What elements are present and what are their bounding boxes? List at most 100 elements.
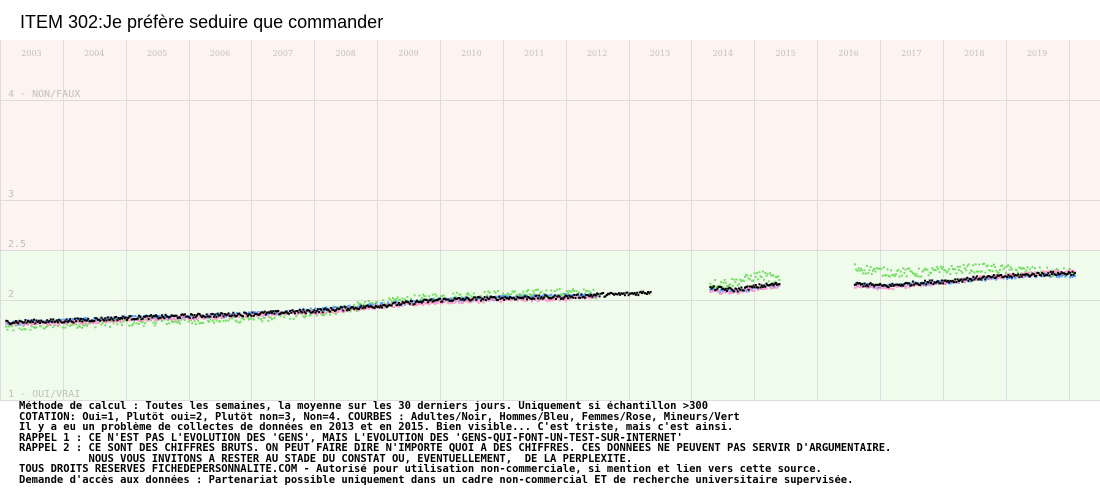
data-point	[161, 317, 163, 320]
data-point	[1029, 268, 1032, 271]
data-point	[870, 283, 873, 286]
data-point	[1008, 276, 1011, 279]
data-point	[128, 324, 131, 327]
data-point	[267, 319, 270, 322]
data-point	[239, 320, 242, 323]
data-point	[855, 286, 858, 289]
data-point	[728, 286, 731, 289]
data-point	[984, 279, 987, 282]
data-point	[747, 290, 750, 293]
data-point	[497, 290, 499, 292]
data-point	[552, 299, 555, 302]
data-point	[83, 319, 86, 322]
data-point	[1056, 274, 1059, 277]
data-point	[538, 296, 541, 299]
data-point	[631, 292, 634, 295]
data-point	[760, 285, 763, 288]
data-point	[492, 299, 495, 302]
data-point	[740, 286, 743, 289]
data-point	[972, 279, 975, 282]
data-point	[391, 297, 394, 299]
data-point	[92, 319, 95, 322]
data-point	[922, 282, 925, 285]
data-point	[254, 311, 257, 314]
data-point	[460, 299, 463, 302]
data-point	[298, 308, 301, 311]
data-point	[316, 312, 319, 315]
data-point	[283, 311, 286, 314]
data-point	[388, 303, 391, 306]
data-point	[1060, 275, 1063, 278]
data-point	[979, 275, 982, 278]
data-point	[263, 310, 266, 313]
data-point	[718, 286, 721, 289]
data-point	[446, 298, 449, 301]
data-point	[858, 282, 861, 285]
data-point	[641, 292, 643, 295]
data-point	[1012, 272, 1015, 275]
data-point	[255, 312, 258, 314]
data-point	[730, 290, 733, 293]
data-point	[876, 288, 879, 291]
data-point	[903, 283, 906, 285]
data-point	[710, 287, 713, 290]
data-point	[220, 316, 223, 319]
data-point	[95, 317, 98, 320]
data-point	[873, 286, 876, 289]
data-point	[125, 318, 128, 321]
data-point	[539, 297, 542, 300]
data-point	[315, 312, 318, 315]
data-point	[78, 319, 81, 322]
data-point	[250, 311, 253, 314]
data-point	[113, 319, 116, 322]
data-point	[772, 287, 775, 290]
data-point	[765, 282, 768, 285]
data-point	[146, 320, 149, 323]
data-point	[367, 303, 370, 306]
data-point	[867, 286, 870, 289]
data-point	[865, 284, 868, 286]
data-point	[569, 296, 572, 299]
data-point	[365, 307, 368, 310]
data-point	[874, 270, 877, 273]
data-point	[301, 309, 304, 312]
data-point	[772, 284, 775, 287]
data-point	[911, 272, 914, 275]
data-point	[293, 312, 296, 315]
data-point	[289, 317, 292, 320]
data-point	[420, 299, 423, 302]
data-point	[262, 311, 265, 314]
data-point	[1054, 271, 1057, 274]
data-point	[16, 323, 19, 326]
data-point	[488, 295, 491, 298]
data-point	[1042, 275, 1045, 278]
data-point	[309, 313, 312, 316]
data-point	[564, 296, 567, 299]
data-point	[593, 294, 596, 297]
data-point	[321, 313, 324, 316]
data-point	[746, 274, 749, 277]
data-point	[493, 296, 496, 298]
data-point	[309, 309, 312, 312]
data-point	[561, 297, 564, 300]
data-point	[899, 283, 902, 286]
data-point	[735, 290, 738, 293]
data-point	[324, 312, 327, 314]
data-point	[472, 296, 475, 299]
data-point	[442, 294, 445, 297]
data-point	[455, 297, 458, 300]
data-point	[442, 297, 445, 300]
data-point	[173, 317, 176, 320]
data-point	[116, 319, 119, 322]
data-point	[487, 299, 490, 302]
data-point	[493, 290, 496, 293]
data-point	[359, 306, 362, 309]
data-point	[302, 315, 305, 318]
data-point	[1048, 274, 1051, 277]
data-point	[857, 284, 860, 287]
data-point	[436, 299, 439, 302]
data-point	[963, 267, 966, 270]
data-point	[261, 313, 264, 315]
data-point	[28, 322, 31, 325]
